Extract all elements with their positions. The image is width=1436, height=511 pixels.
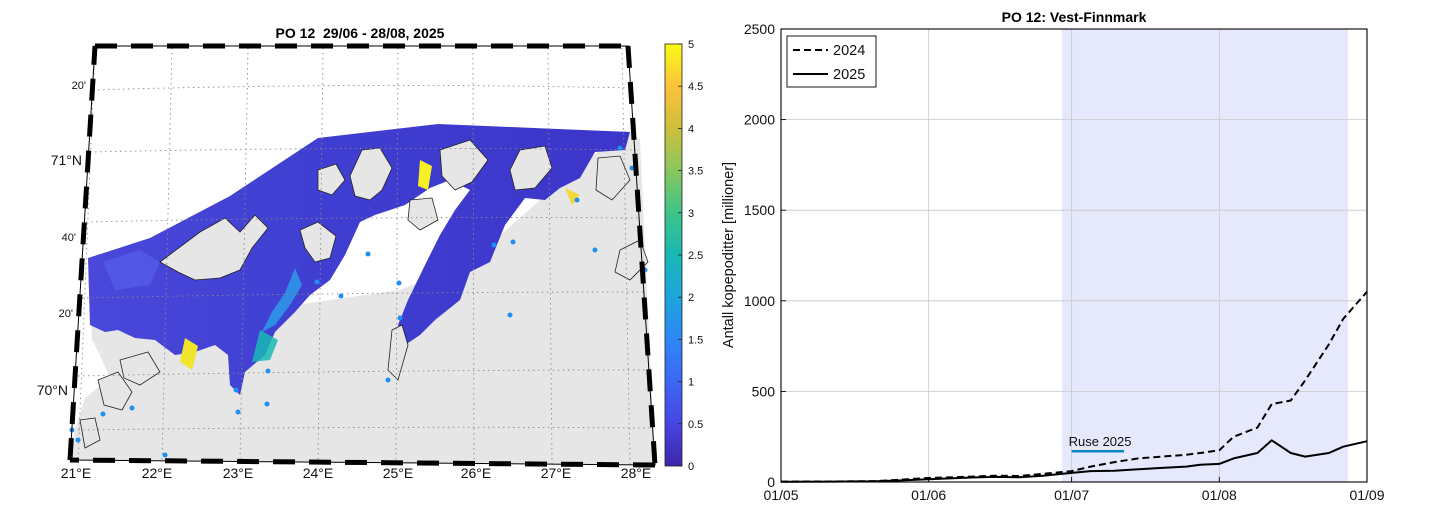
colorbar-tick-label: 4.5 [688,81,703,93]
series-line-2025 [780,439,1368,483]
lon-tick: 27°E [541,465,572,481]
concentration-field [88,124,630,395]
colorbar-tick-label: 1.5 [688,334,703,346]
legend: 2024 2025 [786,35,877,88]
land-area [72,130,655,465]
lat-tick-major: 71°N [51,152,82,168]
annotation-label: Ruse 2025 [1069,434,1132,449]
y-tick-label: 1500 [744,202,775,218]
legend-label-2024: 2024 [833,43,865,59]
x-tick-label: 01/08 [1202,487,1237,503]
lat-tick-minor: 40' [62,232,76,244]
x-tick-label: 01/05 [763,487,798,503]
lat-tick-minor: 20' [59,308,73,320]
colorbar-tick-label: 0.5 [688,419,703,431]
lat-tick-minor: 20' [72,80,86,92]
x-tick-label: 01/09 [1349,487,1384,503]
map-panel: PO 12 29/06 - 28/08, 2025 [37,25,704,481]
colorbar-tick-label: 3 [688,208,694,220]
lon-tick-labels: 21°E 22°E 23°E 24°E 25°E 26°E 27°E 28°E [61,465,652,481]
map-title: PO 12 29/06 - 28/08, 2025 [276,25,445,41]
y-tick-label: 2500 [744,21,775,37]
lon-tick: 26°E [461,465,492,481]
lon-tick: 25°E [383,465,414,481]
x-tick-label: 01/07 [1054,487,1089,503]
y-tick-label: 2000 [744,112,775,128]
coastline [79,139,649,449]
lat-tick-major: 70°N [37,382,68,398]
chart-title: PO 12: Vest-Finnmark [1002,9,1147,25]
colorbar-tick-label: 3.5 [688,166,703,178]
station-markers [69,145,648,458]
map-frame-border [67,43,658,468]
colorbar-tick-label: 4 [688,123,694,135]
colorbar: 5 4.5 4 3.5 3 2.5 2 1.5 1 0.5 0 [664,39,703,473]
chart-panel: PO 12: Vest-Finnmark Ruse 2025 0 500 1000 1… [721,9,1385,503]
lon-tick: 23°E [223,465,254,481]
colorbar-tick-label: 2.5 [688,250,703,262]
y-axis-label: Antall kopepoditter [millioner] [721,162,737,348]
map-graticule [77,47,653,465]
y-tick-label: 500 [752,383,776,399]
colorbar-tick-label: 5 [688,39,694,51]
colorbar-tick-label: 2 [688,292,694,304]
legend-label-2025: 2025 [833,67,865,83]
legend-box [786,35,877,88]
plot-frame [780,28,1368,483]
x-tick-label: 01/06 [911,487,946,503]
shaded-period [1062,29,1348,482]
lat-tick-labels: 20' 71°N 40' 20' 70°N [37,80,86,398]
lon-tick: 24°E [303,465,334,481]
lon-tick: 21°E [61,465,92,481]
colorbar-tick-label: 0 [688,461,694,473]
lon-tick: 28°E [621,465,652,481]
lon-tick: 22°E [142,465,173,481]
colorbar-tick-label: 1 [688,377,694,389]
y-tick-label: 1000 [744,293,775,309]
y-tick-label: 0 [767,474,775,490]
